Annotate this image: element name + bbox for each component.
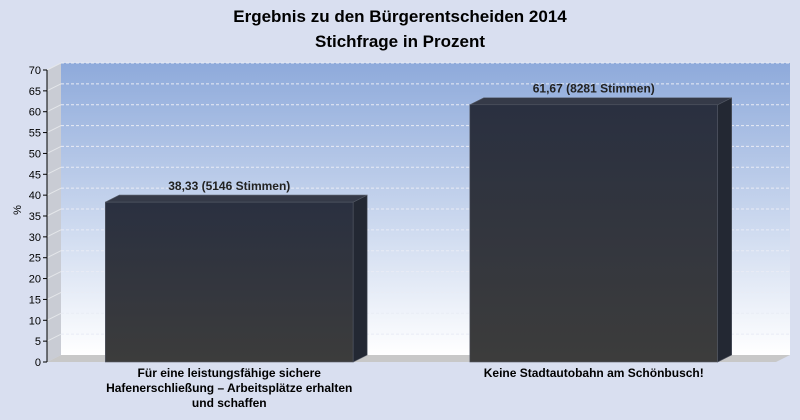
y-axis: 0 5 10 15 20 25 30 35 40 45 50 55 60 65 70 bbox=[29, 65, 48, 369]
data-label: 38,33 (5146 Stimmen) bbox=[168, 179, 290, 193]
y-tick-label: 30 bbox=[29, 232, 41, 244]
y-tick-label: 15 bbox=[29, 294, 41, 306]
gridline-side bbox=[46, 208, 62, 217]
gridline-side bbox=[46, 62, 62, 71]
gridline-side bbox=[46, 250, 62, 259]
gridline-side bbox=[46, 312, 62, 321]
gridline-side bbox=[46, 187, 62, 196]
gridline-side bbox=[46, 291, 62, 300]
gridline-side bbox=[46, 145, 62, 154]
data-labels: 38,33 (5146 Stimmen) 61,67 (8281 Stimmen) bbox=[168, 82, 655, 193]
y-tick-label: 0 bbox=[35, 357, 41, 369]
y-tick-label: 55 bbox=[29, 128, 41, 140]
y-tick-label: 60 bbox=[29, 107, 41, 119]
bar bbox=[105, 194, 368, 363]
bar bbox=[469, 97, 732, 363]
bar-front bbox=[105, 201, 354, 363]
chart-title: Ergebnis zu den Bürgerentscheiden 2014 bbox=[233, 7, 567, 26]
gridline-side bbox=[46, 104, 62, 113]
y-axis-label: % bbox=[12, 205, 24, 215]
bar-side bbox=[717, 97, 732, 363]
y-tick-label: 5 bbox=[35, 336, 41, 348]
bars bbox=[105, 97, 732, 363]
bar-front bbox=[469, 104, 718, 363]
y-tick-label: 50 bbox=[29, 148, 41, 160]
x-tick-label: Für eine leistungsfähige sichere Hafeners… bbox=[106, 366, 352, 410]
chart-subtitle: Stichfrage in Prozent bbox=[315, 32, 485, 51]
gridline-side bbox=[46, 83, 62, 92]
gridline-side bbox=[46, 333, 62, 342]
data-label: 61,67 (8281 Stimmen) bbox=[533, 82, 655, 96]
bar-side bbox=[352, 194, 368, 363]
y-tick-label: 70 bbox=[29, 65, 41, 77]
y-tick-label: 35 bbox=[29, 211, 41, 223]
y-tick-label: 20 bbox=[29, 274, 41, 286]
gridline-side bbox=[46, 271, 62, 280]
x-tick-label: Keine Stadtautobahn am Schönbusch! bbox=[484, 366, 704, 380]
y-tick-label: 40 bbox=[29, 190, 41, 202]
gridline-side bbox=[46, 166, 62, 175]
bar-top bbox=[469, 97, 732, 106]
y-tick-label: 65 bbox=[29, 86, 41, 98]
gridline-side bbox=[46, 125, 62, 134]
y-tick-label: 25 bbox=[29, 253, 41, 265]
x-axis-labels: Für eine leistungsfähige sichere Hafeners… bbox=[106, 366, 704, 410]
bar-top bbox=[105, 194, 368, 203]
gridline-side bbox=[46, 229, 62, 238]
y-tick-label: 10 bbox=[29, 315, 41, 327]
y-tick-label: 45 bbox=[29, 169, 41, 181]
